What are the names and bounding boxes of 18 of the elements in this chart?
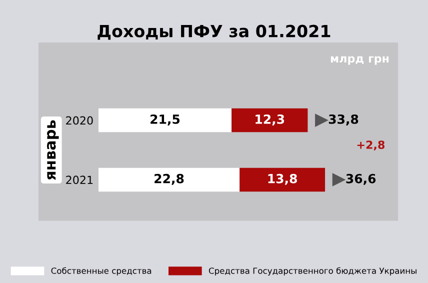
data-label: 12,3	[256, 114, 284, 126]
total-label: 33,8	[328, 114, 358, 126]
data-label: 13,8	[268, 174, 297, 185]
text: +2,8	[357, 140, 385, 150]
bar	[98, 108, 232, 132]
data-label: 21,5	[150, 114, 180, 126]
text: млрд грн	[330, 56, 389, 65]
chart-title: Доходы ПФУ за 01.2021	[98, 24, 330, 40]
bar	[240, 168, 326, 192]
bar	[232, 108, 308, 132]
legend-label: Средства Государственного бюджета Украины	[208, 267, 416, 276]
y-tick-label: 2021	[66, 176, 93, 184]
total-label: 36,6	[346, 174, 376, 185]
y-axis-title: январь	[47, 120, 59, 180]
y-tick-label: 2020	[66, 116, 93, 125]
bar	[98, 168, 240, 192]
legend-label: Собственные средства	[51, 267, 152, 276]
data-label: 22,8	[154, 174, 184, 185]
